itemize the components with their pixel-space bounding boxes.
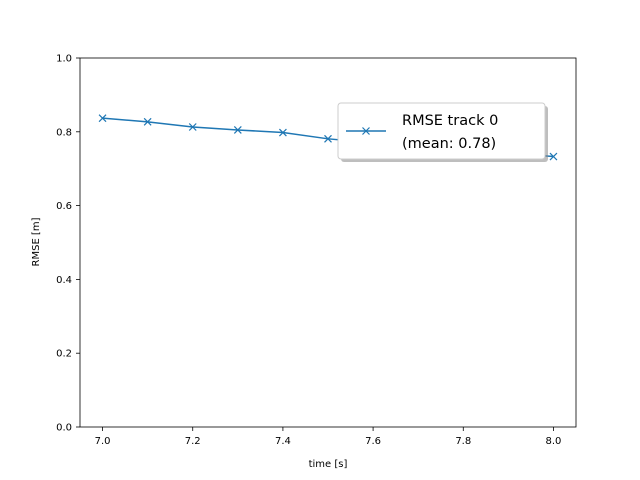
x-tick-label: 7.2 <box>185 436 201 447</box>
x-tick-label: 7.8 <box>455 436 471 447</box>
x-tick-label: 7.0 <box>95 436 111 447</box>
data-point-marker <box>549 152 558 161</box>
y-axis-label: RMSE [m] <box>31 217 42 266</box>
plot-area-border <box>79 57 577 428</box>
y-tick-label: 1.0 <box>56 54 72 65</box>
data-point-marker <box>143 117 152 126</box>
x-tick-label: 7.6 <box>365 436 381 447</box>
ticks-layer: 7.0 7.2 7.4 7.6 7.8 8.0 0.0 0.2 0.4 0.6 0.8 1.0 <box>56 54 561 448</box>
data-point-marker <box>324 134 332 143</box>
legend-label-line2: (mean: 0.78) <box>402 136 496 152</box>
data-point-marker <box>98 114 107 123</box>
legend-label-line1: RMSE track 0 <box>402 113 498 129</box>
data-point-marker <box>233 126 242 134</box>
x-tick-label: 8.0 <box>546 436 562 447</box>
y-tick-label: 0.6 <box>56 201 72 212</box>
y-tick-label: 0.8 <box>56 127 72 138</box>
legend: RMSE track 0 (mean: 0.78) <box>337 102 548 162</box>
y-tick-label: 0.4 <box>56 275 72 286</box>
legend-marker-x <box>362 127 370 135</box>
x-axis-label: time [s] <box>309 459 348 470</box>
x-tick-label: 7.4 <box>275 436 291 447</box>
data-point-marker <box>278 128 287 137</box>
y-tick-label: 0.0 <box>56 423 72 434</box>
y-tick-label: 0.2 <box>56 349 72 360</box>
data-point-marker <box>188 123 197 131</box>
axes-frame <box>79 57 577 428</box>
legend-box <box>337 102 546 160</box>
